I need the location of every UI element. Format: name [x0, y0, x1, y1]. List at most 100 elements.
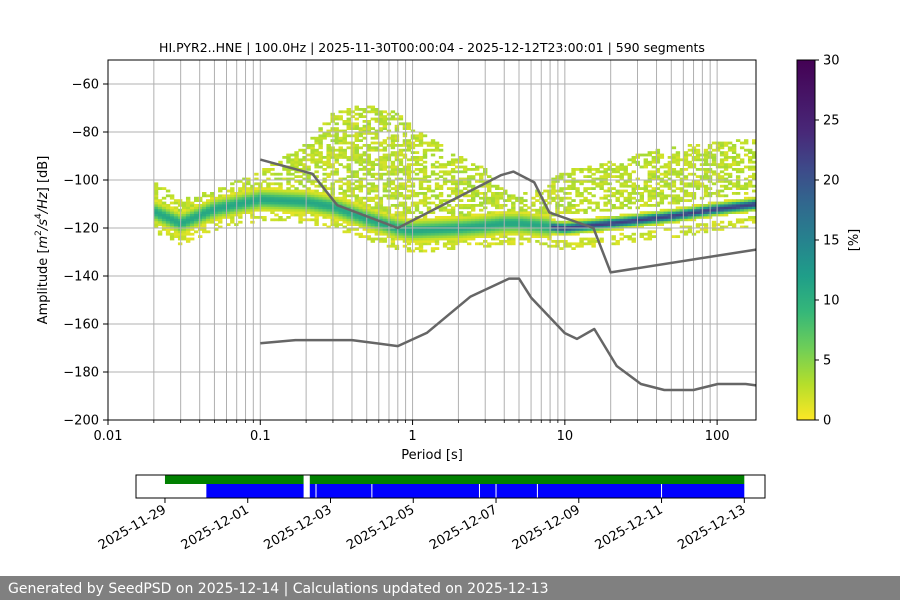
heatmap-cell [177, 199, 183, 202]
heatmap-cell [627, 225, 632, 229]
heatmap-cell [434, 172, 440, 176]
heatmap-cell [735, 218, 741, 222]
heatmap-cell [246, 189, 251, 193]
heatmap-cell [458, 165, 464, 169]
heatmap-cell [165, 208, 171, 212]
heatmap-cell [390, 204, 396, 207]
heatmap-cell [161, 206, 167, 210]
heatmap-cell [366, 168, 372, 171]
heatmap-cell [587, 237, 592, 241]
heatmap-cell [334, 220, 339, 224]
heatmap-cell [535, 194, 540, 198]
heatmap-cell [434, 160, 440, 164]
heatmap-cell [591, 177, 596, 181]
heatmap-cell [274, 196, 279, 200]
heatmap-cell [450, 244, 456, 248]
heatmap-cell [587, 220, 592, 224]
heatmap-cell [495, 211, 500, 214]
heatmap-cell [659, 223, 665, 226]
heatmap-cell [382, 225, 388, 229]
heatmap-cell [719, 213, 725, 217]
heatmap-cell [270, 194, 275, 198]
heatmap-cell [246, 208, 251, 212]
heatmap-cell [503, 199, 508, 202]
heatmap-cell [470, 163, 476, 166]
heatmap-cell [499, 194, 504, 198]
heatmap-cell [318, 213, 323, 217]
heatmap-cell [479, 204, 484, 207]
heatmap-cell [430, 201, 436, 205]
heatmap-cell [198, 204, 203, 207]
heatmap-cell [414, 242, 420, 246]
heatmap-cell [246, 211, 251, 214]
heatmap-cell [382, 153, 388, 157]
heatmap-cell [535, 216, 540, 219]
heatmap-cell [350, 156, 355, 159]
heatmap-cell [346, 184, 351, 188]
heatmap-cell [230, 216, 235, 219]
heatmap-cell [230, 182, 235, 186]
heatmap-cell [687, 228, 693, 231]
heatmap-cell [374, 172, 380, 176]
heatmap-cell [177, 208, 183, 212]
heatmap-cell [458, 211, 464, 214]
heatmap-cell [374, 201, 380, 205]
heatmap-cell [366, 223, 372, 226]
heatmap-cell [418, 240, 424, 243]
heatmap-cell [177, 225, 183, 229]
heatmap-cell [675, 199, 681, 202]
heatmap-cell [559, 240, 564, 243]
heatmap-cell [747, 199, 753, 202]
heatmap-cell [623, 213, 628, 217]
heatmap-cell [651, 156, 657, 159]
heatmap-cell [495, 230, 500, 234]
heatmap-cell [711, 172, 717, 176]
heatmap-cell [515, 230, 520, 234]
heatmap-cell [222, 204, 227, 207]
heatmap-cell [222, 199, 227, 202]
heatmap-cell [226, 196, 231, 200]
heatmap-cell [615, 240, 620, 243]
heatmap-cell [479, 165, 484, 169]
heatmap-cell [350, 182, 355, 186]
heatmap-cell [567, 175, 572, 178]
heatmap-cell [474, 213, 480, 217]
heatmap-cell [462, 204, 468, 207]
heatmap-cell [683, 194, 689, 198]
heatmap-cell [202, 230, 207, 234]
heatmap-cell [181, 216, 187, 219]
heatmap-cell [511, 240, 516, 243]
heatmap-cell [290, 196, 295, 200]
heatmap-cell [246, 192, 251, 195]
heatmap-cell [747, 216, 753, 219]
heatmap-cell [366, 192, 372, 195]
heatmap-cell [366, 148, 372, 152]
heatmap-cell [290, 213, 295, 217]
heatmap-cell [683, 211, 689, 214]
heatmap-cell [571, 184, 576, 188]
heatmap-cell [262, 218, 267, 222]
heatmap-cell [422, 230, 428, 234]
heatmap-cell [591, 180, 596, 183]
heatmap-cell [346, 163, 351, 166]
heatmap-cell [647, 189, 653, 193]
heatmap-cell [318, 129, 323, 133]
heatmap-cell [169, 237, 175, 241]
heatmap-cell [446, 240, 452, 243]
heatmap-cell [603, 182, 608, 186]
heatmap-cell [406, 146, 412, 150]
heatmap-cell [414, 134, 420, 138]
heatmap-cell [302, 172, 307, 176]
heatmap-cell [675, 213, 681, 217]
heatmap-cell [595, 218, 600, 222]
heatmap-cell [294, 187, 299, 190]
heatmap-cell [326, 156, 331, 159]
heatmap-cell [214, 223, 219, 226]
heatmap-cell [238, 211, 243, 214]
heatmap-cell [193, 208, 199, 212]
heatmap-cell [358, 223, 363, 226]
heatmap-cell [687, 144, 693, 147]
heatmap-cell [314, 199, 319, 202]
heatmap-cell [398, 148, 404, 152]
heatmap-cell [185, 196, 191, 200]
